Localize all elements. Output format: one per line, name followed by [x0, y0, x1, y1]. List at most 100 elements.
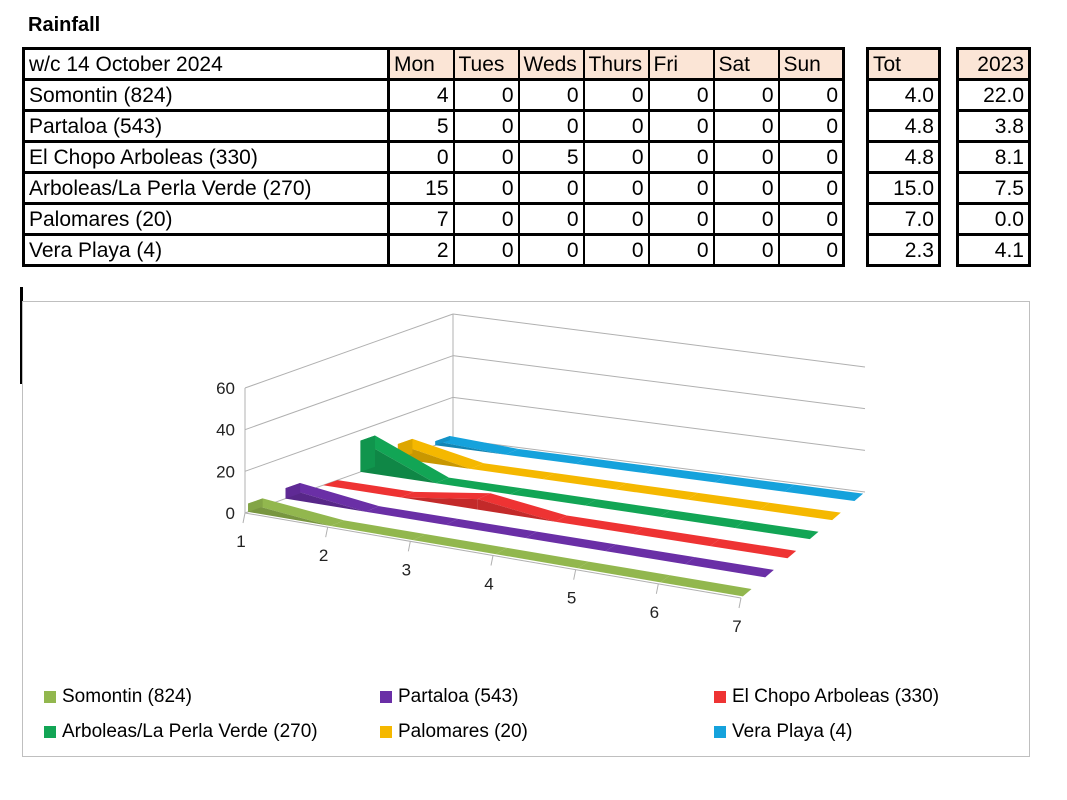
- ribbon-top-segment: [435, 477, 523, 495]
- station-name: Palomares (20): [22, 202, 390, 236]
- ribbon-end-cap: [360, 435, 375, 472]
- y-tick-label: 0: [226, 504, 235, 523]
- prev-year-cell: 3.8: [956, 109, 1031, 143]
- ribbon-top-segment: [360, 435, 449, 484]
- ribbon-end-cap: [285, 482, 301, 499]
- rainfall-cell: 5: [387, 109, 455, 143]
- legend-swatch: [44, 726, 56, 738]
- prev-year-row: 8.1: [956, 140, 1031, 174]
- rainfall-cell: 0: [647, 171, 715, 205]
- rainfall-cell: 5: [517, 140, 585, 174]
- ribbon-top-segment: [542, 473, 627, 490]
- x-tick: [325, 527, 329, 538]
- rainfall-3d-chart: 0 20 40 60 1 2 3 4 5 6 7: [216, 313, 866, 636]
- tot-header: Tot: [866, 47, 941, 81]
- total-cell: 15.0: [866, 171, 941, 205]
- prev-year-row: 4.1: [956, 233, 1031, 267]
- series-ribbon: [435, 435, 864, 502]
- legend-swatch: [380, 691, 392, 703]
- rainfall-cell: 0: [712, 78, 780, 112]
- legend-swatch: [44, 691, 56, 703]
- rainfall-cell: 0: [452, 109, 520, 143]
- ribbon-top-segment: [470, 463, 556, 480]
- x-tick: [242, 512, 246, 524]
- total-cell: 4.8: [866, 109, 941, 143]
- x-tick-label: 5: [567, 589, 576, 608]
- prev-year-table: 2023 22.0 3.8 8.1 7.5 0.0 4.1: [956, 47, 1031, 267]
- ribbon-front-segment: [360, 440, 436, 484]
- prev-year-cell: 7.5: [956, 171, 1031, 205]
- rainfall-cell: 0: [452, 202, 520, 236]
- station-name: Arboleas/La Perla Verde (270): [22, 171, 390, 205]
- x-tick: [407, 541, 411, 552]
- total-row: 4.8: [866, 109, 941, 143]
- rainfall-cell: 0: [712, 171, 780, 205]
- ribbon-top-segment: [495, 547, 589, 569]
- ribbon-top-segment: [759, 502, 841, 521]
- rainfall-cell: 0: [647, 233, 715, 267]
- day-header-sun: Sun: [777, 47, 845, 81]
- ribbon-top-segment: [585, 499, 671, 517]
- x-tick: [738, 597, 742, 609]
- total-cell: 4.0: [866, 78, 941, 112]
- day-header-fri: Fri: [647, 47, 715, 81]
- x-tick: [573, 569, 577, 580]
- ribbon-top-segment: [577, 561, 671, 583]
- ribbon-front-segment: [285, 488, 366, 512]
- legend-item: Somontin (824): [44, 686, 192, 708]
- legend-item: Vera Playa (4): [714, 721, 852, 743]
- total-cell: 7.0: [866, 202, 941, 236]
- week-label: w/c 14 October 2024: [22, 47, 390, 81]
- table-header-row: w/c 14 October 2024 Mon Tues Weds Thurs …: [22, 47, 845, 81]
- series-ribbon: [323, 480, 797, 559]
- rainfall-cell: 0: [452, 171, 520, 205]
- ribbon-top-segment: [632, 527, 720, 547]
- ribbon-top-segment: [477, 493, 567, 522]
- gridline-side: [244, 313, 454, 389]
- table-row: Arboleas/La Perla Verde (270) 15 0 0 0 0 0 0: [22, 171, 845, 205]
- station-name: Partaloa (543): [22, 109, 390, 143]
- ribbon-top-segment: [714, 475, 795, 492]
- rainfall-cell: 0: [647, 202, 715, 236]
- ribbon-top-segment: [505, 449, 588, 464]
- x-tick-label: 1: [236, 532, 245, 551]
- ribbon-top-segment: [525, 531, 616, 552]
- station-name: Somontin (824): [22, 78, 390, 112]
- rainfall-cell: 0: [517, 233, 585, 267]
- x-tick: [655, 583, 659, 594]
- prev-year-row: 0.0: [956, 202, 1031, 236]
- series-ribbon: [360, 435, 819, 540]
- rainfall-cell: 0: [712, 109, 780, 143]
- legend-item: Partaloa (543): [380, 686, 518, 708]
- total-table: Tot 4.0 4.8 4.8 15.0 7.0 2.3: [866, 47, 941, 267]
- prev-year-cell: 8.1: [956, 140, 1031, 174]
- day-header-thurs: Thurs: [582, 47, 650, 81]
- ribbon-top-segment: [413, 534, 508, 555]
- gridline: [452, 355, 866, 410]
- x-tick-label: 3: [402, 560, 411, 579]
- series-ribbon: [248, 498, 752, 597]
- ribbon-top-segment: [397, 438, 484, 469]
- total-row: 15.0: [866, 171, 941, 205]
- rainfall-cell: 0: [647, 140, 715, 174]
- ribbon-top-segment: [734, 520, 819, 540]
- table-row: El Chopo Arboleas (330) 0 0 5 0 0 0 0: [22, 140, 845, 174]
- legend-item: Arboleas/La Perla Verde (270): [44, 721, 318, 743]
- table-row: Vera Playa (4) 2 0 0 0 0 0 0: [22, 233, 845, 267]
- x-tick-label: 2: [319, 546, 328, 565]
- ribbon-top-segment: [555, 515, 644, 534]
- rainfall-cell: 0: [712, 233, 780, 267]
- legend-label: Arboleas/La Perla Verde (270): [62, 721, 318, 742]
- gridline: [452, 313, 866, 368]
- y-tick-label: 60: [216, 379, 235, 398]
- ribbon-front-segment: [400, 497, 478, 510]
- ribbon-top-segment: [687, 492, 770, 510]
- rainfall-cell: 2: [387, 233, 455, 267]
- y-tick-label: 20: [216, 462, 235, 481]
- legend-item: Palomares (20): [380, 721, 528, 743]
- rainfall-cell: 0: [777, 109, 845, 143]
- legend-swatch: [714, 726, 726, 738]
- ribbon-front-segment: [397, 444, 471, 469]
- total-row: 4.0: [866, 78, 941, 112]
- rainfall-cell: 0: [777, 140, 845, 174]
